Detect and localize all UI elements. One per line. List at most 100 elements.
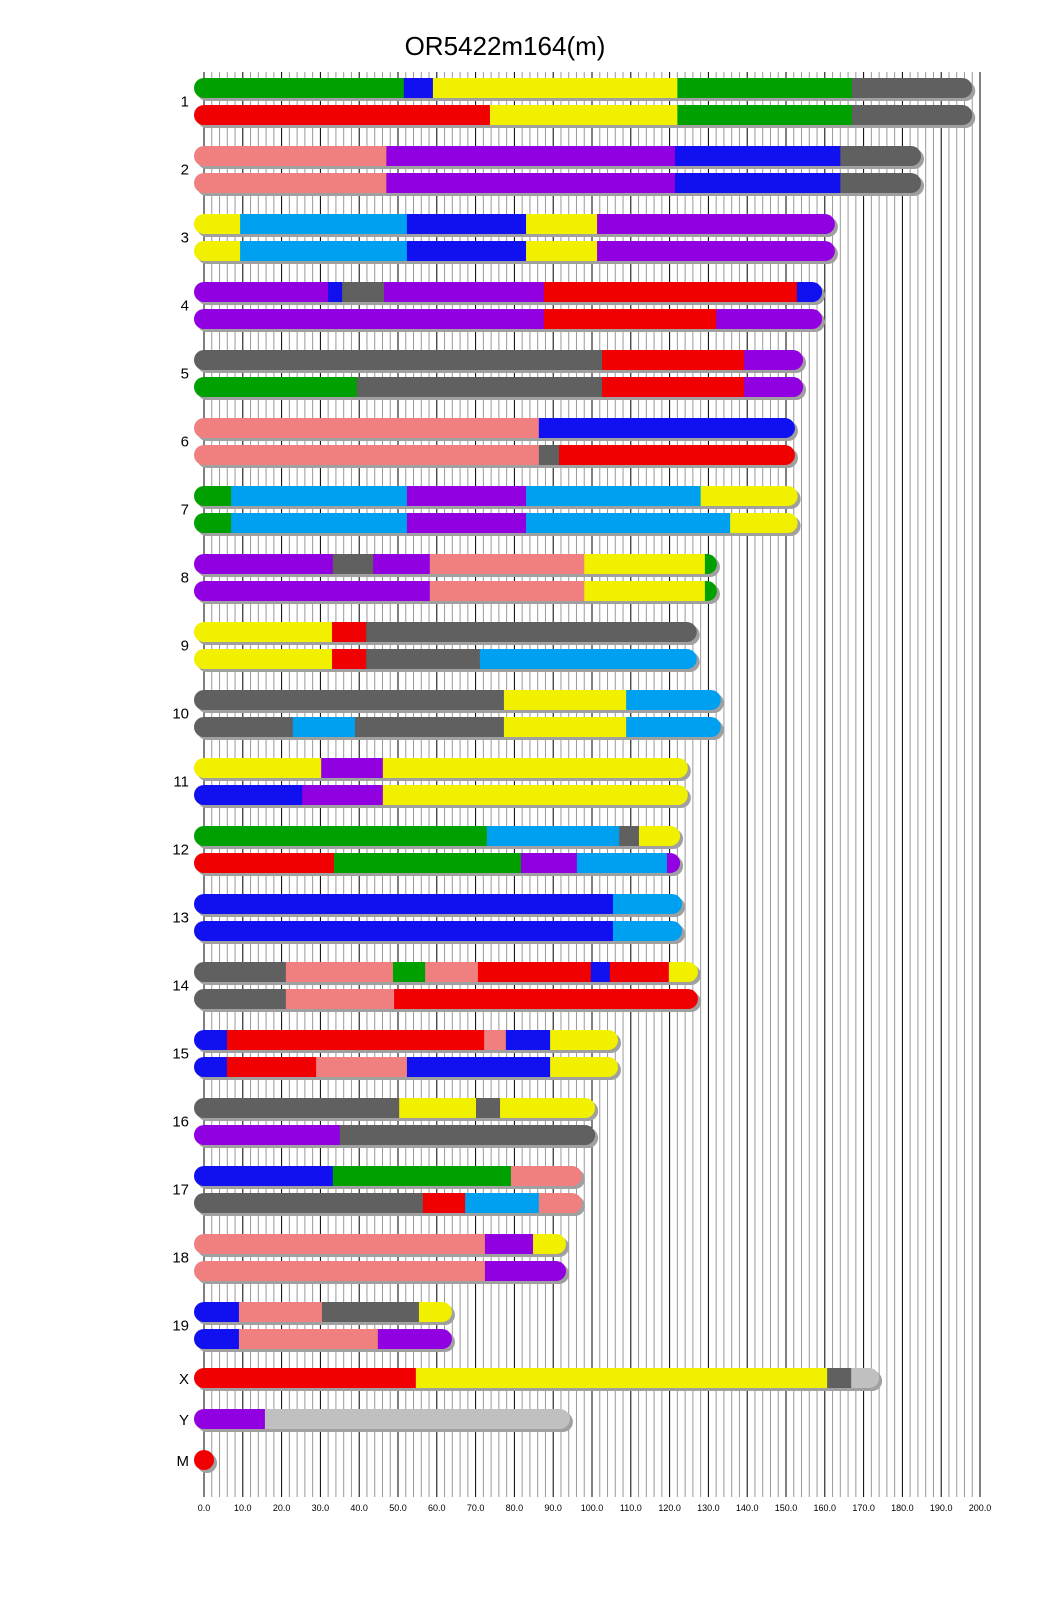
segment-red <box>559 445 795 465</box>
haplotype-bar <box>194 1193 582 1213</box>
segment-yellow <box>194 758 322 778</box>
haplotype-bar <box>194 1234 567 1254</box>
haplotype-bar <box>194 513 798 533</box>
segment-blue <box>194 1166 334 1186</box>
haplotype-bar <box>194 1030 618 1050</box>
haplotype-bar <box>194 894 683 914</box>
segment-purple <box>194 554 334 574</box>
segment-grey <box>366 622 697 642</box>
segment-red <box>226 1057 317 1077</box>
chromosome-19: 19 <box>172 1302 455 1352</box>
chromosome-label: 15 <box>172 1046 189 1063</box>
chromosome-2: 2 <box>181 146 925 196</box>
segment-purple <box>744 350 804 370</box>
chromosome-label: 4 <box>181 298 189 315</box>
segment-purple <box>302 785 384 805</box>
segment-green <box>677 78 853 98</box>
segment-yellow <box>533 1234 567 1254</box>
x-tick-label: 130.0 <box>697 1503 720 1513</box>
chromosome-label: X <box>179 1371 189 1388</box>
segment-yellow <box>503 690 627 710</box>
haplotype-bar <box>194 649 697 669</box>
segment-salmon <box>194 146 387 166</box>
haplotype-bar <box>194 377 804 397</box>
segment-green <box>194 486 232 506</box>
segment-skyblue <box>526 513 731 533</box>
segment-red <box>194 1368 417 1388</box>
segment-salmon <box>316 1057 408 1077</box>
haplotype-bar <box>194 622 697 642</box>
segment-skyblue <box>526 486 702 506</box>
chromosome-label: 19 <box>172 1318 189 1335</box>
chromosome-label: 14 <box>172 978 189 995</box>
segment-green <box>194 513 232 533</box>
haplotype-bar <box>194 717 721 737</box>
segment-purple <box>666 853 681 873</box>
segment-grey <box>194 989 287 1009</box>
segment-salmon <box>194 173 387 193</box>
haplotype-bar <box>194 581 717 601</box>
haplotype-bar <box>194 554 717 574</box>
segment-green <box>194 377 358 397</box>
chromosome-9: 9 <box>181 622 700 672</box>
segment-purple <box>406 513 527 533</box>
x-tick-label: 170.0 <box>852 1503 875 1513</box>
chromosome-label: 8 <box>181 570 189 587</box>
segment-grey <box>339 1125 596 1145</box>
segment-salmon <box>538 1193 582 1213</box>
haplotype-bar <box>194 282 823 302</box>
haplotype-bar <box>194 1098 596 1118</box>
segment-grey <box>194 962 287 982</box>
segment-yellow <box>550 1030 618 1050</box>
haplotype-bar <box>194 241 835 261</box>
haplotype-bar <box>194 962 698 982</box>
chromosome-label: 17 <box>172 1182 189 1199</box>
segment-skyblue <box>576 853 668 873</box>
haplotype-bar <box>194 105 973 125</box>
x-tick-label: 100.0 <box>581 1503 604 1513</box>
segment-yellow <box>503 717 627 737</box>
x-tick-label: 180.0 <box>891 1503 914 1513</box>
segment-blue <box>194 1329 240 1349</box>
x-tick-label: 90.0 <box>544 1503 562 1513</box>
chromosome-Y: Y <box>179 1409 573 1432</box>
segment-purple <box>597 214 835 234</box>
chromosome-label: 13 <box>172 910 189 927</box>
segment-salmon <box>429 554 585 574</box>
segment-skyblue <box>612 921 683 941</box>
segment-grey <box>827 1368 852 1388</box>
x-tick-label: 60.0 <box>428 1503 446 1513</box>
haplotype-bar <box>194 445 795 465</box>
segment-grey <box>354 717 505 737</box>
segment-blue <box>328 282 343 302</box>
segment-yellow <box>584 581 706 601</box>
segment-salmon <box>484 1030 507 1050</box>
segment-red <box>602 350 745 370</box>
haplotype-bar <box>194 1450 214 1470</box>
segment-purple <box>386 146 676 166</box>
segment-lightgrey <box>264 1409 570 1429</box>
segment-grey <box>194 1193 424 1213</box>
segment-purple <box>384 282 545 302</box>
segment-purple <box>194 282 329 302</box>
haplotype-bar <box>194 921 683 941</box>
chromosome-label: 5 <box>181 366 189 383</box>
segment-blue <box>194 921 614 941</box>
x-tick-label: 30.0 <box>312 1503 330 1513</box>
haplotype-bar <box>194 350 804 370</box>
chromosome-12: 12 <box>172 826 684 876</box>
segment-purple <box>520 853 578 873</box>
segment-grey <box>851 105 973 125</box>
chromosome-label: 3 <box>181 230 189 247</box>
segment-grey <box>321 1302 420 1322</box>
haplotype-bar <box>194 1302 452 1322</box>
segment-grey <box>366 649 481 669</box>
segment-blue <box>194 785 303 805</box>
segment-red <box>609 962 670 982</box>
segment-yellow <box>194 214 241 234</box>
segment-yellow <box>730 513 798 533</box>
segment-red <box>226 1030 485 1050</box>
haplotype-bar <box>194 418 795 438</box>
haplotype-bar <box>194 173 922 193</box>
